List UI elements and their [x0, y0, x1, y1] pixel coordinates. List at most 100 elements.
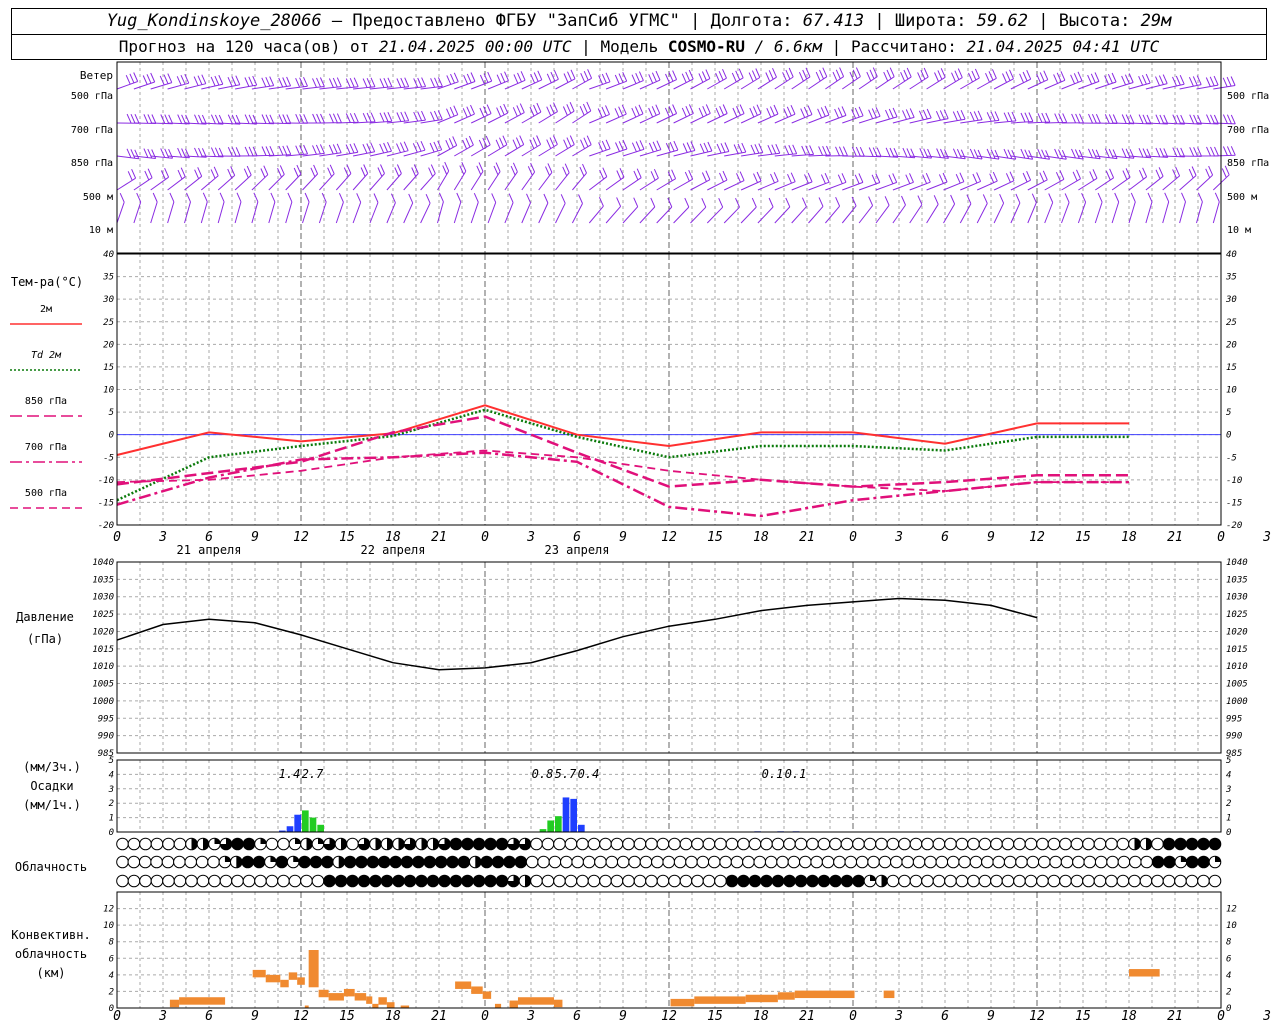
wind-barbs: [116, 67, 1236, 224]
cloud-cover-symbol: [1059, 874, 1072, 888]
wind-barb: [555, 194, 566, 224]
y-tick-label-right: 1: [1226, 814, 1231, 824]
cloudiness-row: [116, 874, 1222, 888]
precipitation-units-1h: (мм/1ч.): [23, 798, 81, 812]
wind-level-label-right: 700 гПа: [1227, 125, 1269, 136]
x-tick-label: 0: [849, 530, 857, 545]
wind-barb: [386, 141, 409, 157]
y-tick-label-left: 10: [103, 386, 114, 396]
x-tick-label: 0: [113, 530, 121, 545]
cloud-cover-symbol: [185, 874, 198, 888]
wind-barb: [993, 193, 1005, 224]
wind-barb: [235, 75, 258, 90]
precipitation-bar: [562, 797, 570, 832]
cloud-cover-symbol: [622, 837, 635, 851]
wind-barb: [977, 148, 1000, 160]
convective-bar: [288, 972, 298, 980]
wind-barb: [268, 192, 276, 224]
wind-barb: [1027, 148, 1051, 160]
x-tick-label: 15: [1075, 1009, 1091, 1024]
wind-barb: [690, 141, 713, 157]
y-tick-label-right: 1015: [1226, 645, 1248, 655]
wind-barb: [420, 193, 431, 224]
wind-barb: [319, 113, 342, 124]
cloud-cover-symbol: [541, 874, 555, 888]
y-tick-label-left: 1005: [92, 680, 114, 690]
wind-barb: [251, 192, 259, 224]
cloud-cover-symbol: [599, 837, 612, 851]
cloud-cover-symbol: [288, 874, 302, 888]
cloud-cover-symbol: [242, 837, 256, 851]
y-tick-label-left: 35: [102, 273, 114, 283]
wind-barb: [892, 147, 916, 159]
cloud-cover-fill: [881, 875, 888, 887]
cloud-cover-fill: [525, 875, 531, 887]
cloud-cover-symbol: [309, 855, 323, 869]
wind-barb: [825, 146, 848, 157]
wind-barb: [1078, 169, 1098, 191]
cloud-cover-fill: [203, 838, 209, 850]
cloud-cover-symbol: [944, 837, 957, 851]
cloud-cover-symbol: [1185, 874, 1199, 888]
date-label: 21 апреля: [176, 543, 241, 557]
cloud-cover-symbol: [867, 855, 880, 869]
cloud-cover-symbol: [582, 855, 596, 869]
temperature-legend-item: 850 гПа: [10, 396, 82, 417]
wind-barb: [487, 193, 497, 224]
wind-barb: [757, 67, 777, 90]
wind-barb: [589, 139, 611, 157]
cloud-cover-symbol: [1197, 837, 1210, 851]
cloud-cover-symbol: [161, 855, 175, 869]
cloud-cover-symbol: [1116, 837, 1130, 851]
cloud-cover-symbol: [673, 855, 687, 869]
wind-barb: [1128, 114, 1152, 125]
cloud-cover-symbol: [139, 874, 152, 888]
wind-barb: [588, 167, 608, 191]
wind-barb: [588, 196, 604, 224]
wind-barb: [977, 111, 1000, 124]
cloud-cover-symbol: [702, 874, 716, 888]
wind-barb: [892, 173, 914, 191]
cloud-cover-symbol: [298, 855, 311, 869]
cloud-cover-fill: [318, 838, 324, 844]
cloud-cover-symbol: [173, 874, 187, 888]
convective-bar: [400, 1005, 410, 1008]
wind-barb: [116, 168, 137, 191]
x-tick-label: 12: [1029, 530, 1045, 545]
cloud-cover-symbol: [530, 837, 543, 851]
wind-barb: [1077, 192, 1087, 224]
wind-barb: [1145, 167, 1164, 191]
wind-barb: [842, 106, 864, 124]
x-tick-label: 9: [619, 1009, 627, 1024]
cloud-cover-symbol: [553, 874, 566, 888]
wind-barb: [217, 166, 236, 191]
wind-barb: [875, 173, 898, 191]
wind-barb: [1196, 75, 1219, 90]
x-tick-label: 9: [987, 530, 995, 545]
wind-level-label-left: 500 м: [83, 192, 113, 203]
wind-barb: [538, 70, 559, 90]
wind-barb: [453, 192, 462, 224]
provider-text: – Предоставлено ФГБУ "ЗапСиб УГМС": [331, 11, 680, 31]
cloud-cover-symbol: [702, 837, 716, 851]
wind-barb: [926, 148, 949, 159]
wind-barb: [335, 192, 344, 224]
cloud-cover-symbol: [645, 837, 658, 851]
wind-level-label-right: 500 м: [1227, 192, 1257, 203]
cloud-cover-symbol: [616, 855, 630, 869]
cloud-cover-symbol: [967, 837, 980, 851]
cloud-cover-symbol: [992, 855, 1006, 869]
y-tick-label-left: 20: [103, 340, 114, 350]
cloud-cover-symbol: [783, 837, 796, 851]
wind-barb: [521, 70, 543, 90]
cloud-cover-symbol: [714, 837, 727, 851]
cloud-cover-fill: [293, 856, 300, 862]
wind-barb: [1027, 112, 1051, 124]
cloud-cover-symbol: [1117, 855, 1131, 869]
wind-barb: [1078, 72, 1100, 90]
cloud-cover-symbol: [369, 874, 382, 888]
convective-bar: [328, 993, 344, 1001]
cloud-cover-symbol: [955, 874, 969, 888]
wind-barb: [1010, 193, 1021, 224]
wind-barb: [302, 164, 319, 191]
